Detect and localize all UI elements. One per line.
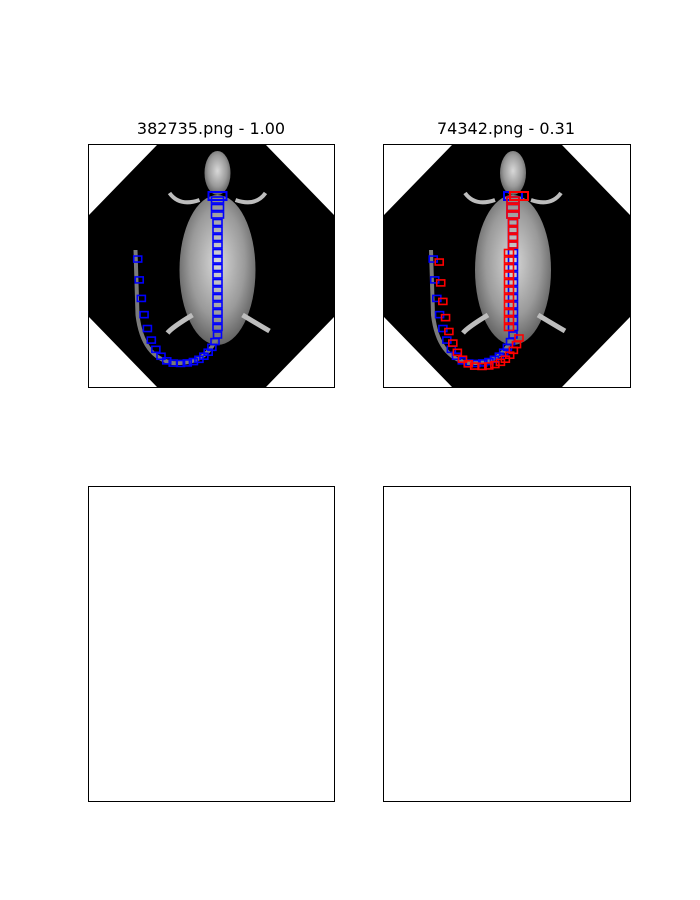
landmark-box — [210, 196, 225, 204]
landmark-box — [151, 345, 161, 354]
xray-left-leg — [461, 312, 490, 335]
landmark-box — [212, 256, 223, 264]
panel-1-axes — [88, 144, 335, 388]
panel-4-axes — [383, 486, 631, 802]
landmark-box — [507, 218, 519, 227]
landmark-box — [483, 362, 494, 370]
panel-2-title: 74342.png - 0.31 — [436, 119, 575, 138]
landmark-box — [452, 348, 463, 357]
landmark-box — [503, 278, 515, 287]
landmark-box — [503, 316, 515, 324]
landmark-box — [212, 218, 223, 227]
landmark-box — [503, 248, 515, 257]
xray-left-leg — [165, 312, 194, 335]
landmark-box — [503, 293, 515, 302]
xray-right-leg — [241, 312, 271, 334]
landmark-box — [448, 339, 458, 347]
xray-left-arm — [167, 191, 201, 205]
landmark-box — [457, 355, 468, 364]
landmark-box — [503, 323, 515, 332]
landmark-box — [212, 316, 223, 324]
landmark-box — [212, 286, 223, 294]
landmark-box — [142, 324, 153, 333]
xray-image-1 — [89, 145, 334, 387]
landmark-box — [212, 323, 223, 332]
landmark-box — [463, 360, 474, 368]
landmark-box — [210, 203, 225, 212]
xray-head — [500, 151, 526, 195]
landmark-box — [156, 352, 166, 361]
landmark-box — [134, 276, 145, 284]
landmark-box — [507, 233, 519, 242]
landmark-box — [212, 263, 223, 272]
xray-right-arm — [530, 191, 563, 205]
xray-head — [204, 151, 231, 195]
red-landmark-boxes — [434, 191, 529, 371]
landmark-box — [212, 301, 223, 309]
landmark-box — [212, 271, 223, 279]
landmark-box — [212, 233, 223, 242]
landmark-box — [503, 263, 515, 272]
panel-2-axes — [383, 144, 631, 388]
landmark-box — [506, 203, 520, 212]
landmark-box — [440, 313, 451, 322]
xray-image-2 — [384, 145, 630, 387]
landmark-box — [146, 336, 157, 344]
landmark-box — [212, 278, 223, 287]
xray-tail — [133, 249, 220, 366]
landmark-box — [507, 241, 519, 249]
landmark-box — [438, 297, 448, 306]
landmark-box — [507, 226, 519, 234]
xray-left-arm — [463, 191, 496, 205]
landmark-box — [132, 255, 143, 263]
landmark-box — [212, 226, 223, 234]
landmark-box — [210, 211, 225, 219]
panel-3-axes — [88, 486, 335, 802]
landmark-box — [139, 310, 149, 319]
landmark-box — [503, 308, 515, 317]
landmark-box — [490, 360, 500, 369]
landmark-box — [503, 256, 515, 264]
landmark-box — [161, 357, 172, 365]
landmark-box — [503, 286, 515, 294]
landmark-box — [506, 211, 520, 219]
landmark-box — [444, 327, 454, 336]
xray-tail — [429, 249, 515, 366]
landmark-box — [207, 191, 228, 201]
xray-right-leg — [536, 312, 567, 334]
landmark-box — [212, 248, 223, 257]
landmark-box — [506, 196, 520, 204]
landmark-box — [434, 258, 445, 266]
xray-right-arm — [234, 191, 268, 205]
blue-landmark-boxes — [132, 191, 228, 368]
panel-1-title: 382735.png - 1.00 — [136, 119, 286, 138]
landmark-box — [212, 308, 223, 317]
landmark-box — [212, 241, 223, 249]
landmark-box — [188, 357, 199, 366]
landmark-box — [503, 301, 515, 309]
landmark-box — [136, 294, 147, 303]
landmark-box — [212, 293, 223, 302]
landmark-box — [435, 279, 446, 287]
landmark-box — [503, 271, 515, 279]
landmark-box — [182, 359, 193, 367]
